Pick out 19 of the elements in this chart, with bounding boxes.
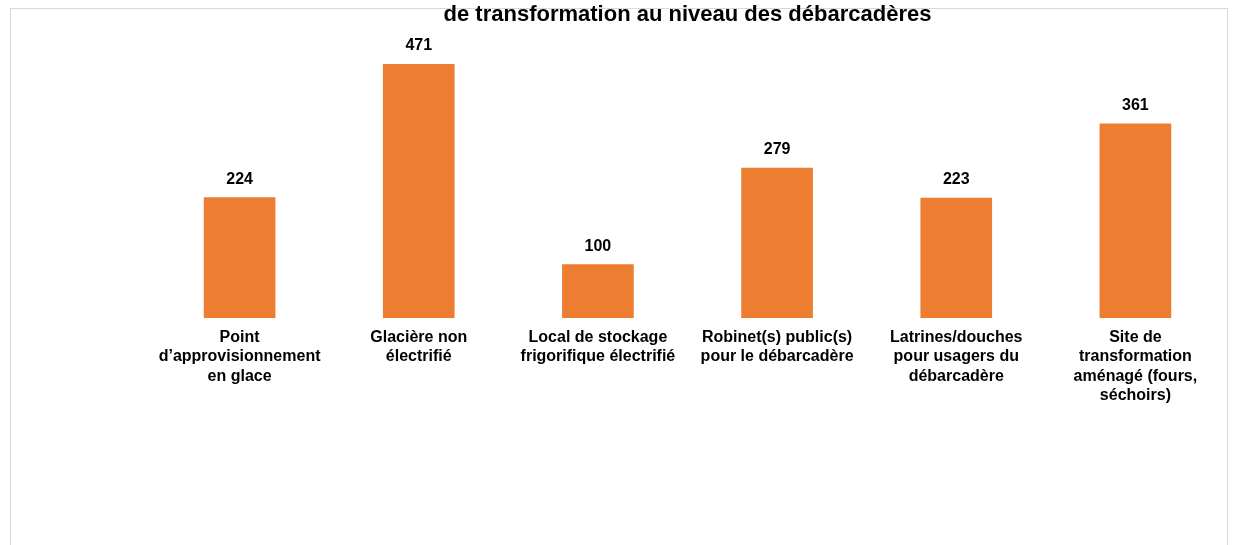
x-tick-label: Glacière non électrifié [370, 328, 468, 365]
data-label: 224 [226, 169, 254, 187]
data-label: 471 [405, 36, 433, 54]
bar [1099, 123, 1172, 319]
bar [741, 167, 813, 319]
chart-title: de transformation au niveau des débarcadères [443, 1, 932, 27]
bar [382, 64, 455, 319]
data-label: 361 [1122, 95, 1149, 113]
data-label: 279 [763, 140, 791, 158]
data-label: 100 [584, 236, 612, 254]
x-tick-label: Latrines/douches pour usagers du débarcadère [890, 328, 1023, 384]
data-label: 223 [942, 170, 970, 188]
bar [920, 197, 993, 319]
x-tick-label: Point d’approvisionnement en glace [158, 328, 322, 384]
bar [203, 197, 276, 319]
x-tick-label: Local de stockage frigorifique électrifié [520, 328, 676, 365]
x-tick-label: Robinet(s) public(s) pour le débarcadère [700, 328, 854, 365]
x-tick-label: Site de transformation aménagé (fours, séchoirs) [1073, 328, 1198, 403]
bar [562, 264, 634, 319]
